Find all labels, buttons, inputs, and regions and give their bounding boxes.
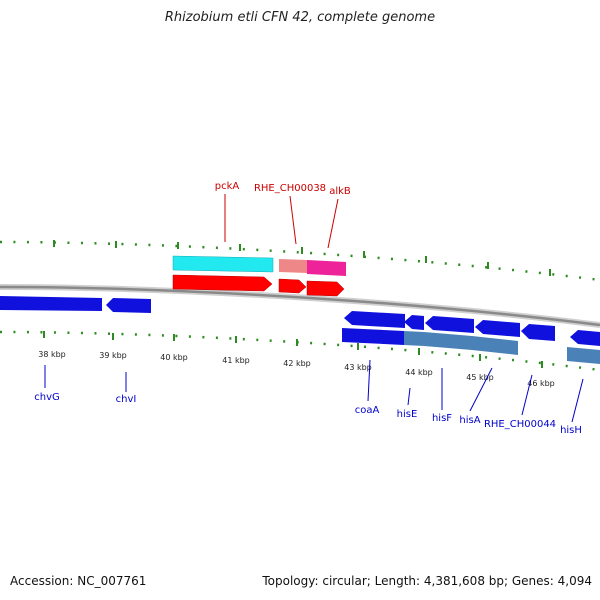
outer-tick-track <box>0 240 600 282</box>
gene-coaA-cds[interactable] <box>342 328 404 345</box>
gene-label-hisA[interactable]: hisA <box>459 415 480 426</box>
gene-label-chvG[interactable]: chvG <box>34 392 60 403</box>
kbp-label: 39 kbp <box>99 351 127 360</box>
gene-pckA-cds[interactable] <box>172 274 273 292</box>
map-title: Rhizobium etli CFN 42, complete genome <box>164 10 436 25</box>
gene-hisF-cds[interactable] <box>424 332 472 350</box>
kbp-label: 41 kbp <box>222 356 250 365</box>
gene-label-hisH[interactable]: hisH <box>560 425 582 436</box>
kbp-label: 45 kbp <box>466 373 494 382</box>
gene-hisH-cds[interactable] <box>567 347 600 364</box>
gene-label-chvI[interactable]: chvI <box>116 394 137 405</box>
topology-text: Topology: circular; Length: 4,381,608 bp… <box>262 574 592 588</box>
top-gene-labels: pckA RHE_CH00038 alkB <box>215 181 351 249</box>
gene-label-RHE_CH00044[interactable]: RHE_CH00044 <box>484 419 556 430</box>
gene-label-coaA[interactable]: coaA <box>355 405 380 416</box>
gene-hisH-feature[interactable] <box>570 330 600 346</box>
gene-label-pckA[interactable]: pckA <box>215 181 240 192</box>
gene-RHE_CH00044-feature[interactable] <box>521 324 555 341</box>
gene-chvI-feature[interactable] <box>106 298 151 313</box>
gene-pckA-feature[interactable] <box>172 255 274 273</box>
gene-label-hisF[interactable]: hisF <box>432 413 452 424</box>
gene-hisF-feature[interactable] <box>425 316 474 333</box>
gene-hisA-cds[interactable] <box>472 336 518 355</box>
kbp-label: 38 kbp <box>38 350 66 359</box>
gene-label-hisE[interactable]: hisE <box>397 409 418 420</box>
kbp-label: 43 kbp <box>344 363 372 372</box>
gene-coaA-feature[interactable] <box>344 311 405 328</box>
kbp-label: 40 kbp <box>160 353 188 362</box>
kbp-labels: 38 kbp 39 kbp 40 kbp 41 kbp 42 kbp 43 kb… <box>38 350 555 388</box>
gene-label-alkB[interactable]: alkB <box>329 186 351 197</box>
gene-RHE_CH00038-feature[interactable] <box>279 259 307 273</box>
gene-label-RHE_CH00038[interactable]: RHE_CH00038 <box>254 183 326 194</box>
gene-hisA-feature[interactable] <box>475 320 520 337</box>
bottom-gene-labels: chvG chvI coaA hisE hisF hisA RHE_CH0004… <box>34 359 584 436</box>
accession-text: Accession: NC_007761 <box>10 574 147 588</box>
top-features <box>172 255 346 297</box>
kbp-label: 44 kbp <box>405 368 433 377</box>
gene-alkB-feature[interactable] <box>307 260 346 276</box>
kbp-label: 46 kbp <box>527 379 555 388</box>
gene-alkB-cds[interactable] <box>306 280 345 297</box>
gene-RHE_CH00038-cds[interactable] <box>278 278 307 294</box>
inner-tick-track <box>0 330 600 372</box>
kbp-label: 42 kbp <box>283 359 311 368</box>
gene-hisE-cds[interactable] <box>404 331 424 346</box>
genome-backbone <box>0 284 600 328</box>
gene-chvG-feature[interactable] <box>0 296 102 311</box>
bottom-features <box>0 296 600 364</box>
gene-hisE-feature[interactable] <box>404 315 424 330</box>
